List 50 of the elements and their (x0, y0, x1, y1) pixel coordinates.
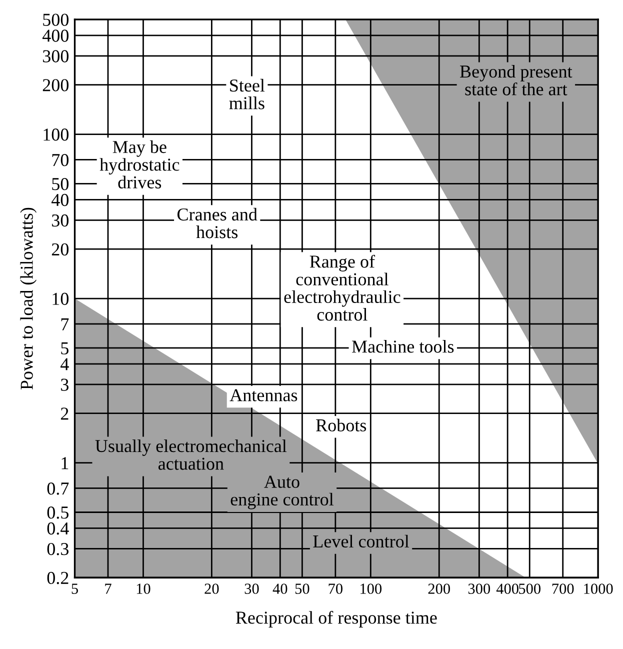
annotation: Steel mills (229, 78, 265, 110)
annotation: Robots (316, 418, 366, 432)
y-tick-label: 1 (62, 457, 68, 470)
annotation: Cranes and hoists (177, 208, 258, 238)
annotation: Beyond present state of the art (460, 64, 572, 96)
x-tick-label: 1000 (584, 584, 613, 594)
x-tick-label: 200 (428, 584, 450, 594)
x-tick-label: 20 (204, 584, 219, 594)
y-tick-label: 0.7 (47, 482, 69, 495)
annotation: Auto engine control (230, 476, 334, 510)
y-tick-label: 100 (44, 128, 69, 141)
x-tick-label: 500 (519, 584, 540, 594)
y-tick-label: 200 (42, 79, 69, 92)
y-tick-label: 30 (52, 214, 69, 227)
x-tick-label: 400 (496, 584, 518, 594)
y-tick-label: 3 (61, 378, 68, 391)
x-tick-label: 7 (105, 584, 112, 594)
y-tick-label: 5 (61, 342, 68, 354)
y-tick-label: 500 (43, 14, 69, 26)
x-tick-label: 30 (244, 584, 259, 594)
y-tick-label: 40 (52, 194, 69, 206)
annotation: May be hydrostatic drives (100, 140, 180, 188)
x-tick-label: 5 (72, 584, 78, 594)
annotation: Usually electromechanical actuation (95, 439, 287, 470)
y-tick-label: 0.2 (47, 572, 68, 584)
x-tick-label: 10 (136, 584, 150, 594)
y-tick-label: 10 (52, 292, 69, 305)
y-tick-label: 4 (60, 358, 69, 370)
annotation: Level control (313, 534, 410, 548)
x-tick-label: 300 (468, 584, 490, 594)
y-tick-label: 20 (52, 243, 69, 256)
y-tick-label: 0.3 (47, 542, 68, 556)
y-axis-title: Power to load (kilowatts) (20, 208, 37, 390)
x-tick-label: 700 (552, 584, 574, 594)
annotation: Machine tools (352, 340, 454, 353)
x-tick-label: 50 (295, 584, 310, 594)
y-tick-label: 7 (61, 318, 69, 330)
y-tick-label: 70 (52, 154, 69, 166)
annotation: Antennas (230, 389, 298, 402)
x-tick-label: 40 (272, 584, 288, 594)
y-tick-label: 0.5 (47, 506, 68, 519)
x-tick-label: 70 (328, 584, 342, 594)
x-axis-title: Reciprocal of response time (236, 610, 437, 628)
y-tick-label: 2 (60, 408, 68, 420)
y-tick-label: 50 (52, 178, 69, 190)
annotation: Range of conventional electrohydraulic control (284, 254, 400, 321)
y-tick-label: 0.4 (47, 522, 69, 535)
y-tick-label: 400 (42, 30, 69, 42)
x-tick-label: 100 (360, 584, 382, 594)
y-tick-label: 300 (42, 50, 69, 62)
